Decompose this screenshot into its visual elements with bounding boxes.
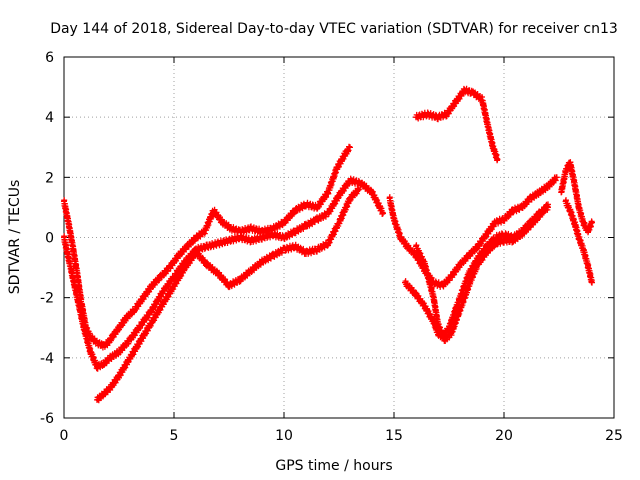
point-markers xyxy=(558,159,595,236)
y-tick-label: 4 xyxy=(45,110,54,126)
y-tick-label: -2 xyxy=(40,291,54,307)
axis-ticks: 0 5 10 15 20 25 -6 -4 -2 0 2 4 6 xyxy=(40,50,623,444)
series-trace-b xyxy=(61,175,386,372)
series-trace-i xyxy=(562,197,595,286)
x-axis-label: GPS time / hours xyxy=(275,458,392,474)
x-tick-label: 20 xyxy=(495,428,513,444)
series-trace-f xyxy=(413,201,551,344)
y-tick-label: -4 xyxy=(40,351,54,367)
point-markers xyxy=(413,201,551,344)
y-tick-label: -6 xyxy=(40,411,54,427)
series-trace-h xyxy=(558,159,595,236)
x-tick-label: 0 xyxy=(60,428,69,444)
data-points xyxy=(61,85,595,404)
y-axis-label: SDTVAR / TECUs xyxy=(7,180,23,295)
y-tick-label: 6 xyxy=(45,50,54,66)
y-tick-label: 0 xyxy=(45,231,54,247)
x-tick-label: 10 xyxy=(275,428,293,444)
x-tick-label: 5 xyxy=(170,428,179,444)
grid-lines xyxy=(64,57,614,418)
point-markers xyxy=(94,185,362,404)
series-trace-g xyxy=(413,85,501,164)
plot-frame xyxy=(63,56,615,419)
x-tick-label: 25 xyxy=(605,428,623,444)
series-trace-c xyxy=(94,185,362,404)
point-markers xyxy=(562,197,595,286)
y-tick-label: 2 xyxy=(45,170,54,186)
chart-title: Day 144 of 2018, Sidereal Day-to-day VTE… xyxy=(50,21,618,37)
point-markers xyxy=(413,85,501,164)
point-markers xyxy=(61,175,386,372)
x-tick-label: 15 xyxy=(385,428,403,444)
